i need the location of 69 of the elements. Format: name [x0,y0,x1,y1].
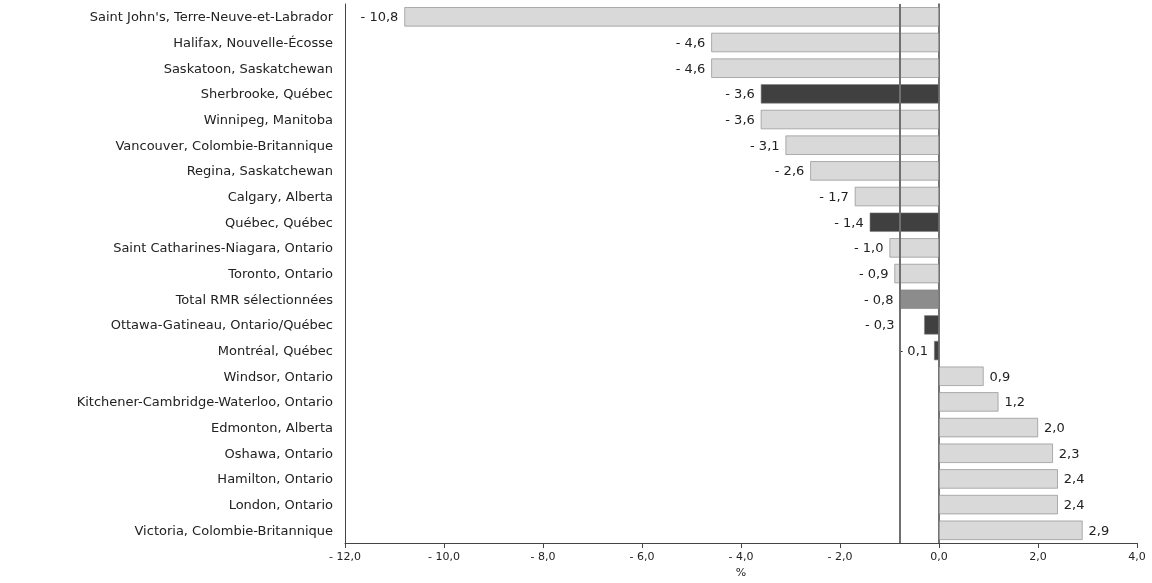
data-label: - 10,8 [360,9,399,25]
bar [939,520,1083,540]
y-tick-label: Saint John's, Terre-Neuve-et-Labrador [89,9,334,25]
y-tick-label: Calgary, Alberta [227,189,333,205]
bar [854,186,939,207]
data-label: - 0,9 [858,266,889,282]
data-label: - 0,8 [863,291,894,307]
data-label: - 0,1 [898,343,929,359]
data-label: - 3,1 [750,137,780,153]
y-tick-label: Windsor, Ontario [223,368,334,384]
x-tick-label: - 4,0 [728,550,754,564]
y-tick-label: Halifax, Nouvelle-Écosse [173,35,333,51]
data-label: 2,4 [1063,497,1085,513]
data-label: 2,9 [1088,522,1110,538]
y-tick-label: Vancouver, Colombie-Britannique [115,137,333,153]
data-label: - 0,3 [864,317,895,333]
bar [711,32,939,53]
y-tick-label: Kitchener-Cambridge-Waterloo, Ontario [76,394,334,410]
bar [939,392,999,412]
y-tick-label: Québec, Québec [225,214,333,230]
data-label: - 1,7 [819,189,849,205]
data-label: - 2,6 [774,163,805,179]
x-tick-label: - 10,0 [428,550,460,564]
y-tick-label: Sherbrooke, Québec [200,86,333,102]
bar [899,289,939,309]
data-label: - 4,6 [675,60,706,76]
y-tick-label: Saskatoon, Saskatchewan [163,60,333,76]
y-tick-label: Toronto, Ontario [227,266,334,282]
x-tick-label: 0,0 [930,550,948,564]
data-label: 1,2 [1004,394,1026,410]
x-tick-label: - 8,0 [530,550,556,564]
bar [711,58,939,78]
bar [939,417,1038,438]
bar [404,7,939,27]
data-label: - 4,6 [675,35,706,51]
bar [760,109,939,130]
data-label: - 3,6 [725,112,755,128]
data-label: - 3,6 [725,86,755,102]
y-tick-label: Victoria, Colombie-Britannique [134,522,333,538]
x-axis-title: % [735,566,747,579]
data-label: 2,0 [1044,420,1065,436]
bar [810,161,939,181]
x-tick-label: 4,0 [1128,550,1146,564]
bar [785,135,939,155]
y-tick-label: Hamilton, Ontario [217,471,334,487]
y-tick-label: Winnipeg, Manitoba [203,112,333,128]
y-tick-label: Regina, Saskatchewan [186,163,333,179]
y-tick-label: Montréal, Québec [217,343,333,359]
x-tick-label: - 2,0 [827,550,853,564]
data-label: 2,4 [1063,471,1085,487]
data-label: 2,3 [1058,445,1080,461]
x-tick-label: - 6,0 [629,550,655,564]
x-tick-label: - 12,0 [329,550,361,564]
x-tick-label: 2,0 [1029,550,1047,564]
y-tick-label: Oshawa, Ontario [224,445,334,461]
bar [939,443,1053,463]
bar [939,494,1058,515]
data-label: - 1,4 [834,214,864,230]
bar [894,263,939,284]
bar [889,238,939,258]
y-tick-label: Edmonton, Alberta [210,420,333,436]
y-tick-label: Ottawa-Gatineau, Ontario/Québec [110,317,333,333]
data-label: - 1,0 [854,240,884,256]
y-tick-label: Saint Catharines-Niagara, Ontario [113,240,334,256]
data-label: 0,9 [989,368,1011,384]
y-tick-label: Total RMR sélectionnées [174,291,334,307]
bar [939,469,1058,489]
bar [939,366,984,386]
y-tick-label: London, Ontario [228,497,334,513]
